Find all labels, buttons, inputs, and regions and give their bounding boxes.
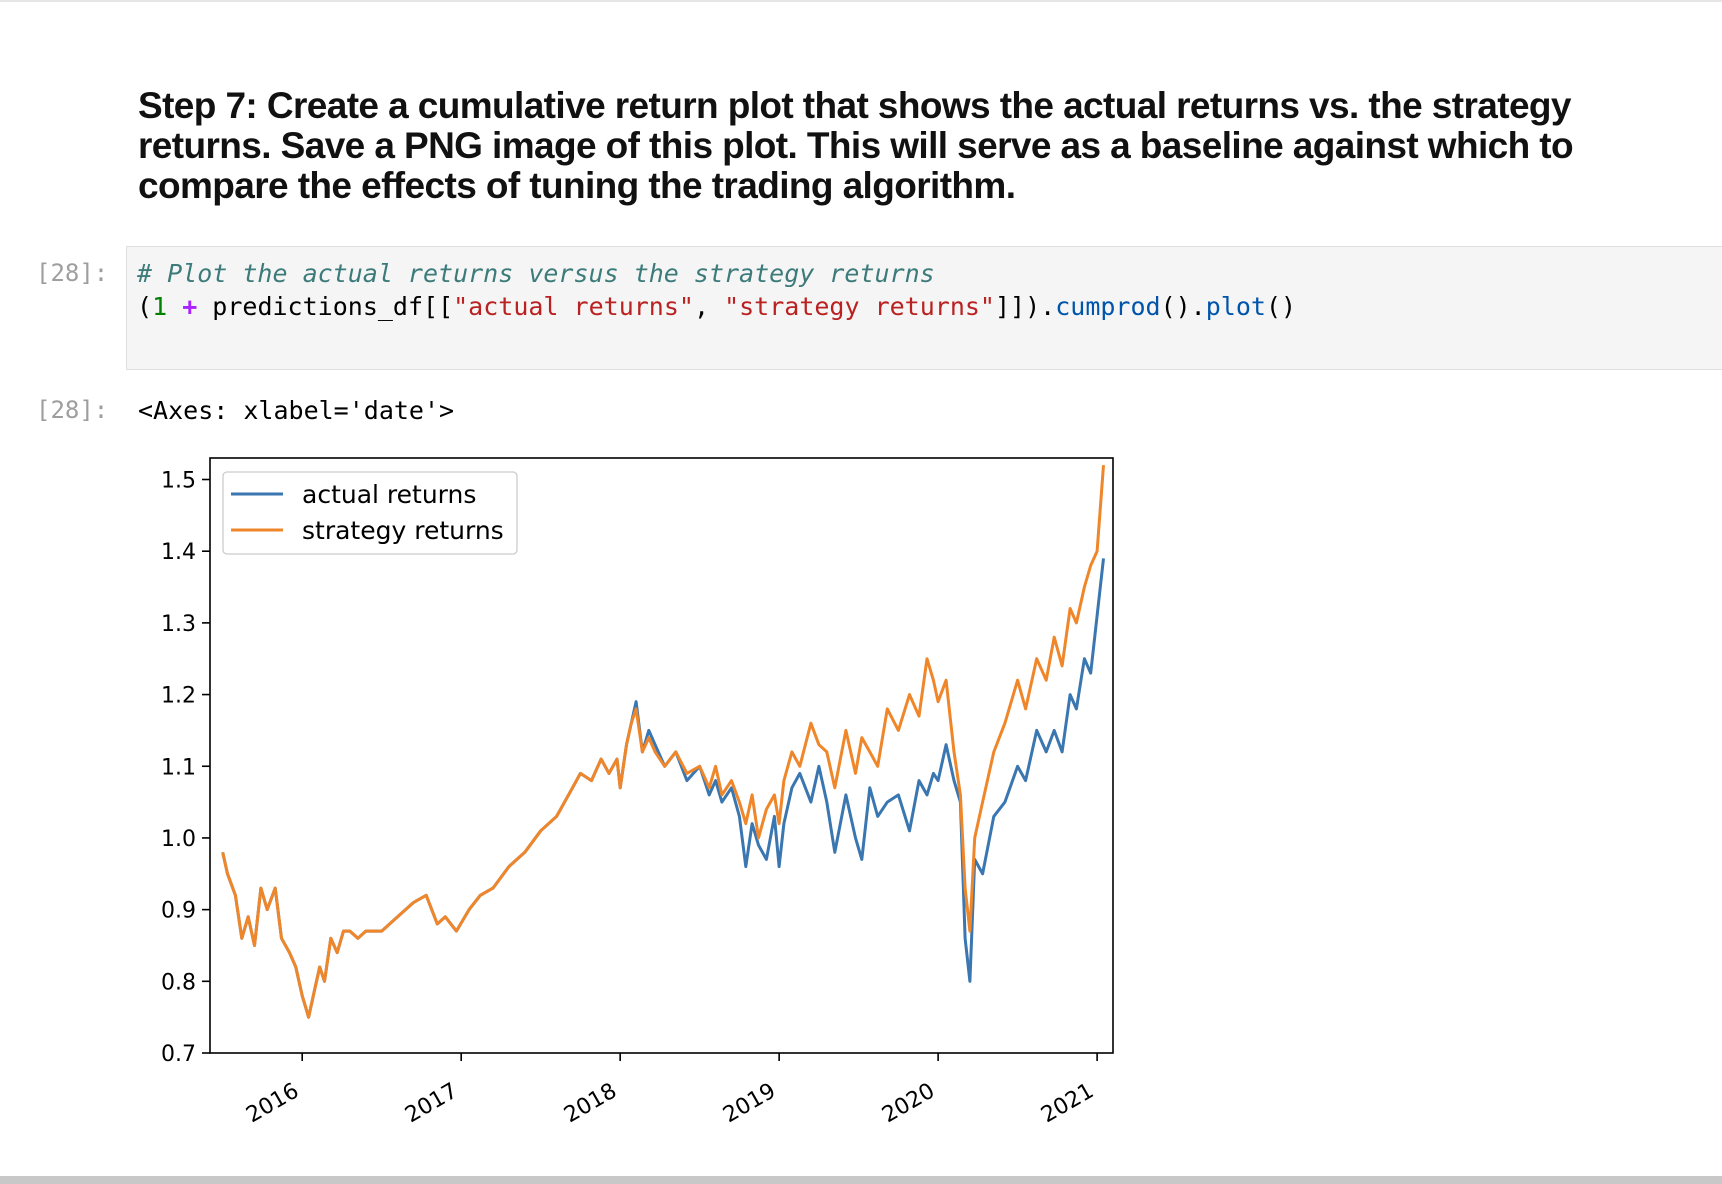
code-comment-line: # Plot the actual returns versus the str… — [137, 259, 935, 288]
x-tick-label: 2017 — [401, 1079, 462, 1129]
y-tick-label: 1.1 — [161, 755, 196, 780]
code-end-paren: () — [1265, 292, 1297, 321]
code-cell[interactable]: # Plot the actual returns versus the str… — [126, 246, 1722, 370]
series-lines — [221, 465, 1105, 1019]
strategy-returns-line — [221, 465, 1105, 1019]
code-open-paren: ( — [137, 292, 153, 321]
x-tick-label: 2021 — [1037, 1079, 1098, 1129]
y-tick-label: 0.7 — [161, 1042, 196, 1067]
cumulative-return-chart: 0.7 0.8 0.9 1.0 1.1 1.2 1.3 1.4 1.5 2016 2017 2018… — [161, 457, 1114, 1128]
legend-actual-label: actual returns — [302, 480, 476, 509]
code-comma: , — [693, 292, 725, 321]
x-tick-label: 2018 — [560, 1079, 621, 1129]
y-tick-label: 1.4 — [161, 540, 196, 565]
legend-box — [222, 471, 518, 555]
y-tick-label: 1.5 — [161, 469, 196, 494]
output-prompt: [28]: — [36, 396, 109, 424]
code-operator: + — [182, 292, 198, 321]
legend: actual returns strategy returns — [222, 471, 518, 555]
plot-frame — [209, 457, 1114, 1054]
markdown-heading: Step 7: Create a cumulative return plot … — [138, 85, 1574, 206]
code-close: ]]). — [995, 292, 1056, 321]
code-cumprod: cumprod — [1055, 292, 1161, 321]
code-statement-line: (1 + predictions_df[["actual returns", "… — [137, 292, 1296, 321]
horizontal-scrollbar[interactable] — [0, 1176, 1722, 1184]
code-number: 1 — [152, 292, 168, 321]
output-text: <Axes: xlabel='date'> — [138, 396, 455, 425]
x-tick-label: 2020 — [878, 1079, 939, 1129]
input-prompt: [28]: — [36, 259, 109, 287]
x-tick-label: 2019 — [719, 1079, 780, 1129]
x-tick-label: 2016 — [242, 1079, 303, 1129]
top-border — [0, 0, 1722, 2]
actual-returns-line — [221, 558, 1105, 1019]
code-plot: plot — [1205, 292, 1266, 321]
y-tick-label: 1.2 — [161, 684, 196, 709]
y-tick-label: 1.3 — [161, 612, 196, 637]
y-tick-label: 0.9 — [161, 899, 196, 924]
legend-strategy-label: strategy returns — [302, 516, 504, 545]
code-string-actual: "actual returns" — [453, 292, 694, 321]
code-dataframe: predictions_df[[ — [197, 292, 454, 321]
y-axis: 0.7 0.8 0.9 1.0 1.1 1.2 1.3 1.4 1.5 — [161, 469, 210, 1067]
y-tick-label: 1.0 — [161, 827, 196, 852]
code-string-strategy: "strategy returns" — [724, 292, 995, 321]
code-paren-dot: (). — [1160, 292, 1206, 321]
y-tick-label: 0.8 — [161, 970, 196, 995]
code-comment: # Plot the actual returns versus the str… — [137, 259, 935, 288]
x-axis: 2016 2017 2018 2019 2020 2021 — [242, 1053, 1098, 1128]
